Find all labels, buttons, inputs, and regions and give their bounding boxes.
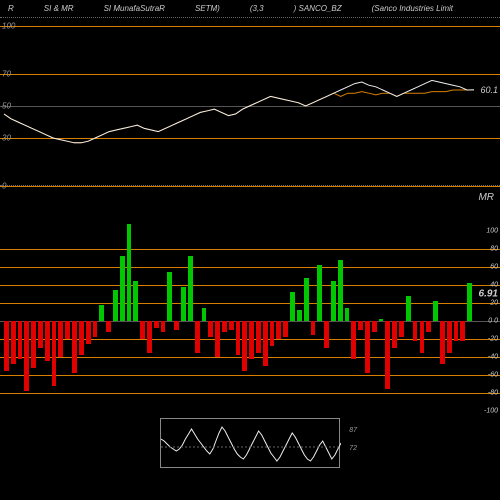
y-axis-label: 80 (490, 246, 498, 253)
y-axis-label: -80 (488, 390, 498, 397)
bar (297, 310, 302, 321)
bar (195, 321, 200, 353)
hdr-1: SI & MR (44, 4, 74, 13)
bar (161, 321, 166, 332)
bar (242, 321, 247, 371)
y-axis-label: -60 (488, 372, 498, 379)
bar (331, 281, 336, 321)
bar (45, 321, 50, 361)
bar (65, 321, 70, 339)
bar (93, 321, 98, 337)
rsi-line-svg (0, 26, 500, 186)
bar (440, 321, 445, 364)
mini-panel: 87 72 (0, 416, 500, 474)
bar (99, 305, 104, 321)
mini-chart: 8772 (160, 418, 340, 468)
bar (113, 290, 118, 322)
bar (188, 256, 193, 321)
bar (338, 260, 343, 321)
bar (181, 287, 186, 321)
bar (86, 321, 91, 344)
bar (106, 321, 111, 332)
bar (420, 321, 425, 353)
bar (11, 321, 16, 364)
bar (406, 296, 411, 321)
bar (120, 256, 125, 321)
bar (447, 321, 452, 353)
bar (79, 321, 84, 355)
hdr-5: ) SANCO_BZ (294, 4, 342, 13)
bar (351, 321, 356, 359)
current-value-label: 6.91 (479, 289, 498, 300)
y-axis-label: -20 (488, 336, 498, 343)
bar (222, 321, 227, 332)
y-axis-label: 40 (490, 282, 498, 289)
hdr-2: SI MunafaSutraR (104, 4, 165, 13)
bar (392, 321, 397, 348)
bar (208, 321, 213, 337)
bar (147, 321, 152, 353)
bar (154, 321, 159, 328)
bar (236, 321, 241, 355)
y-axis-label: 100 (486, 228, 498, 235)
bar (467, 283, 472, 321)
bar (256, 321, 261, 353)
bar (202, 308, 207, 322)
hdr-4: (3,3 (250, 4, 264, 13)
bar (72, 321, 77, 373)
y-axis-label: 20 (490, 300, 498, 307)
bar (426, 321, 431, 332)
bar (283, 321, 288, 337)
y-axis-label: 0 0 (488, 318, 498, 325)
hdr-0: R (8, 4, 14, 13)
bar (365, 321, 370, 373)
bar (270, 321, 275, 346)
bar (276, 321, 281, 339)
bar (133, 281, 138, 322)
bar (249, 321, 254, 359)
bar (454, 321, 459, 341)
y-axis-label: -40 (488, 354, 498, 361)
bar (433, 301, 438, 321)
bar (460, 321, 465, 341)
mini-label: 87 (349, 427, 357, 434)
bar (38, 321, 43, 348)
bar (304, 278, 309, 321)
hdr-3: SETM) (195, 4, 220, 13)
bar (167, 272, 172, 322)
bar (215, 321, 220, 357)
bar (229, 321, 234, 330)
bar (52, 321, 57, 386)
rsi-panel: 100705030060.1 (0, 26, 500, 186)
bar (324, 321, 329, 348)
bar (4, 321, 9, 371)
bar (399, 321, 404, 337)
mr-bar-panel: MR 100 80 60 40 20 0 0 -20 -40 -60 -80 -100 6.91 (0, 186, 500, 416)
bars-container (0, 186, 470, 416)
bar (358, 321, 363, 330)
bar (345, 308, 350, 322)
y-axis-label: -100 (484, 408, 498, 415)
mini-label: 72 (349, 445, 357, 452)
mr-label: MR (478, 192, 494, 203)
mini-line-svg (161, 419, 341, 469)
bar (263, 321, 268, 366)
bar (127, 224, 132, 321)
bar (140, 321, 145, 339)
bar (379, 319, 384, 321)
bar (372, 321, 377, 332)
bar (31, 321, 36, 368)
hdr-6: (Sanco Industries Limit (372, 4, 453, 13)
bar (290, 292, 295, 321)
bar (317, 265, 322, 321)
bar (174, 321, 179, 330)
bar (413, 321, 418, 341)
y-axis-label: 60 (490, 264, 498, 271)
bar (58, 321, 63, 357)
bar (18, 321, 23, 359)
bar (311, 321, 316, 335)
chart-header: R SI & MR SI MunafaSutraR SETM) (3,3 ) S… (0, 0, 500, 18)
bar (24, 321, 29, 391)
bar (385, 321, 390, 389)
